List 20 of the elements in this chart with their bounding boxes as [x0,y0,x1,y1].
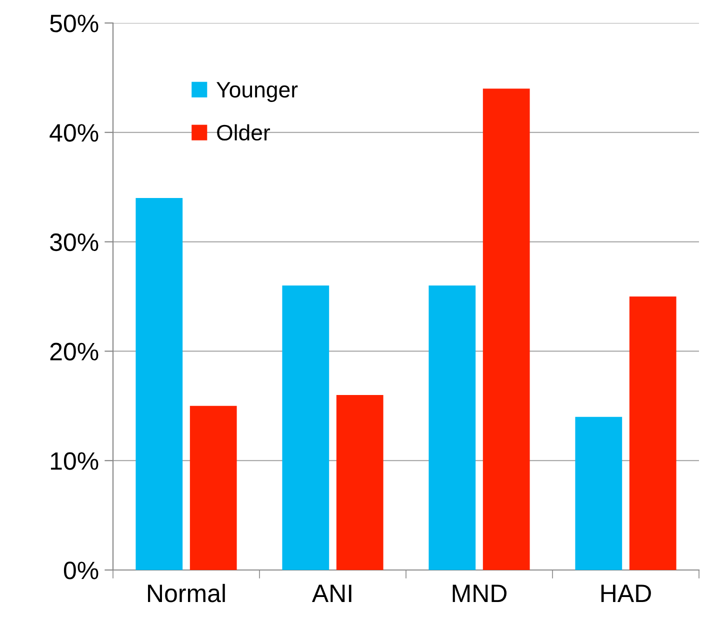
y-tick-label: 50% [50,14,98,32]
bar [336,394,384,570]
x-tick-label: Normal [148,584,225,602]
legend-label: Older [217,124,270,141]
x-tick-label: ANI [312,584,352,602]
y-tick-label: 40% [50,124,98,142]
y-tick-label: 10% [50,452,98,470]
bar [190,406,237,570]
bar [482,88,530,570]
x-tick-label: MND [452,584,507,602]
bar [629,296,676,570]
legend-label: Younger [216,82,298,102]
y-tick-label: 30% [50,233,98,252]
x-tick-label: HAD [601,584,651,602]
y-tick-label: 20% [50,342,98,361]
y-tick-label: 0% [64,562,98,580]
bar [136,198,183,570]
bar [282,286,330,570]
bar [575,416,622,570]
bar [428,286,476,570]
